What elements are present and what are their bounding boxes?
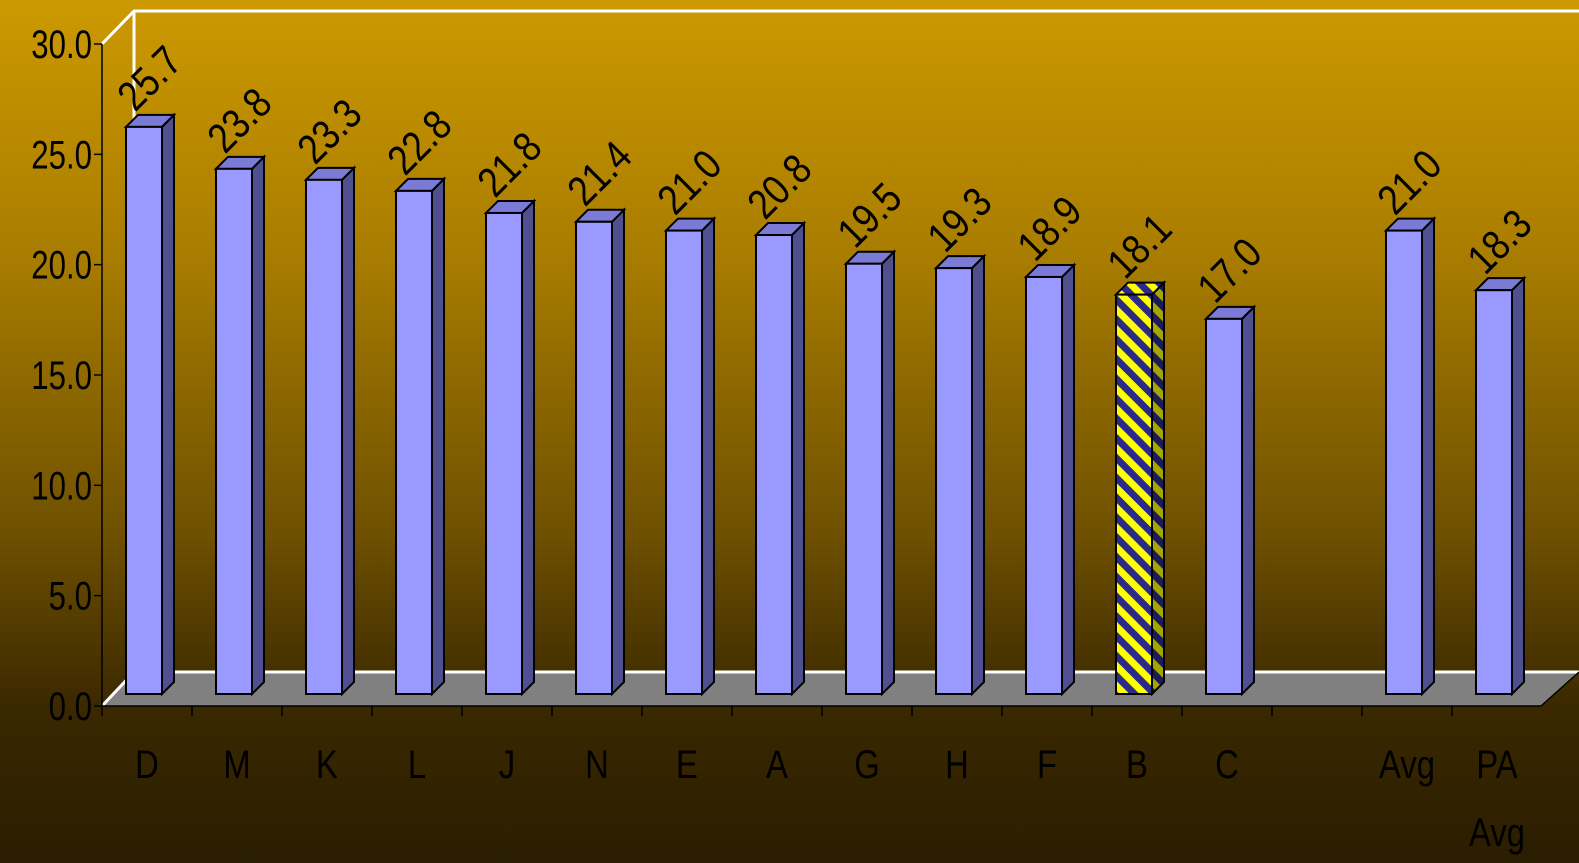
x-tick-label: PA (1476, 742, 1518, 787)
bar-front (395, 189, 433, 695)
x-tick-label: G (854, 742, 880, 787)
data-label: 18.3 (1459, 201, 1541, 283)
data-label: 23.8 (199, 80, 281, 162)
bar-a (753, 220, 807, 697)
data-label: 21.4 (559, 133, 641, 215)
data-label: 18.1 (1099, 206, 1181, 288)
data-label: 17.0 (1189, 230, 1271, 312)
x-tick-label: Avg (1379, 742, 1435, 787)
x-tick-label: H (945, 742, 969, 787)
bar-front (1025, 275, 1063, 695)
bar-side (251, 154, 265, 697)
bar-f (1023, 262, 1077, 697)
x-tick-label: C (1215, 742, 1239, 787)
data-label: 20.8 (739, 146, 821, 228)
bar-d (123, 112, 177, 697)
data-label: 21.8 (469, 124, 551, 206)
x-tick-label: A (766, 742, 788, 787)
y-tick-label: 25.0 (31, 133, 92, 178)
bar-side (431, 176, 445, 697)
bar-front (755, 234, 793, 695)
bar-side-shade (1152, 282, 1164, 694)
y-tick-label: 10.0 (31, 464, 92, 509)
bar-l (393, 176, 447, 697)
x-tick-label: M (223, 742, 250, 787)
bar-side (521, 198, 535, 697)
bar-front (665, 229, 703, 695)
y-axis: 0.0 5.0 10.0 15.0 20.0 25.0 30.0 (31, 22, 103, 729)
bar-side (1421, 216, 1435, 697)
floor-right-edge (1540, 671, 1579, 707)
x-tick-label: N (585, 742, 609, 787)
bar-k (303, 165, 357, 697)
bar-front (1205, 317, 1243, 695)
x-tick-label: K (316, 742, 338, 787)
bar-side (161, 112, 175, 697)
data-label: 22.8 (379, 102, 461, 184)
bar-c (1203, 304, 1257, 697)
bar-front (935, 267, 973, 695)
bar-e (663, 216, 717, 697)
x-tick-label: E (676, 742, 698, 787)
bar-pa-avg (1473, 275, 1527, 697)
x-tick-label: D (135, 742, 159, 787)
bar-front (845, 262, 883, 695)
bar-avg (1383, 216, 1437, 697)
bar-side (791, 220, 805, 697)
bar-front (125, 125, 163, 696)
bar-j (483, 198, 537, 697)
x-tick-label: Avg (1469, 810, 1525, 855)
x-tick-label: F (1037, 742, 1057, 787)
data-label: 25.7 (109, 38, 191, 120)
data-label: 18.9 (1009, 188, 1091, 270)
bar-m (213, 154, 267, 697)
y-tick-label: 30.0 (31, 22, 92, 67)
bar-front (1385, 229, 1423, 695)
bar-front (575, 220, 613, 695)
back-wall-top-edge (100, 9, 1579, 46)
bar-side (1511, 275, 1525, 697)
bar-front (485, 211, 523, 696)
x-tick-label: B (1126, 742, 1148, 787)
bar-b (1113, 280, 1167, 697)
bar-front (215, 167, 253, 695)
bar-g (843, 249, 897, 697)
data-label: 23.3 (289, 91, 371, 173)
y-tick-label: 15.0 (31, 353, 92, 398)
bar-n (573, 207, 627, 697)
data-label: 21.0 (649, 142, 731, 224)
bar-side (1241, 304, 1255, 697)
bar-side (701, 216, 715, 697)
data-label: 19.3 (919, 179, 1001, 261)
bar-side (611, 207, 625, 697)
y-tick-label: 5.0 (49, 574, 92, 619)
bar-series: 25.723.8 23.3 22.8 21.8 21.4 21.0 20.8 19.5 19.3… (109, 38, 1541, 697)
x-tick-label: J (499, 742, 515, 787)
data-label: 19.5 (829, 175, 911, 257)
x-axis: D M K L J N E A G H F B C Avg PA Avg (101, 671, 1579, 855)
bar-side (1061, 262, 1075, 697)
bar-front (1475, 289, 1513, 695)
y-tick-label: 0.0 (49, 684, 92, 729)
bar-side (341, 165, 355, 697)
x-tick-label: L (408, 742, 426, 787)
bar-h (933, 253, 987, 697)
bar-front (1115, 293, 1153, 695)
data-label: 21.0 (1369, 142, 1451, 224)
bar-side (971, 253, 985, 697)
bar-front (305, 178, 343, 695)
bar-side (881, 249, 895, 697)
y-tick-label: 20.0 (31, 243, 92, 288)
